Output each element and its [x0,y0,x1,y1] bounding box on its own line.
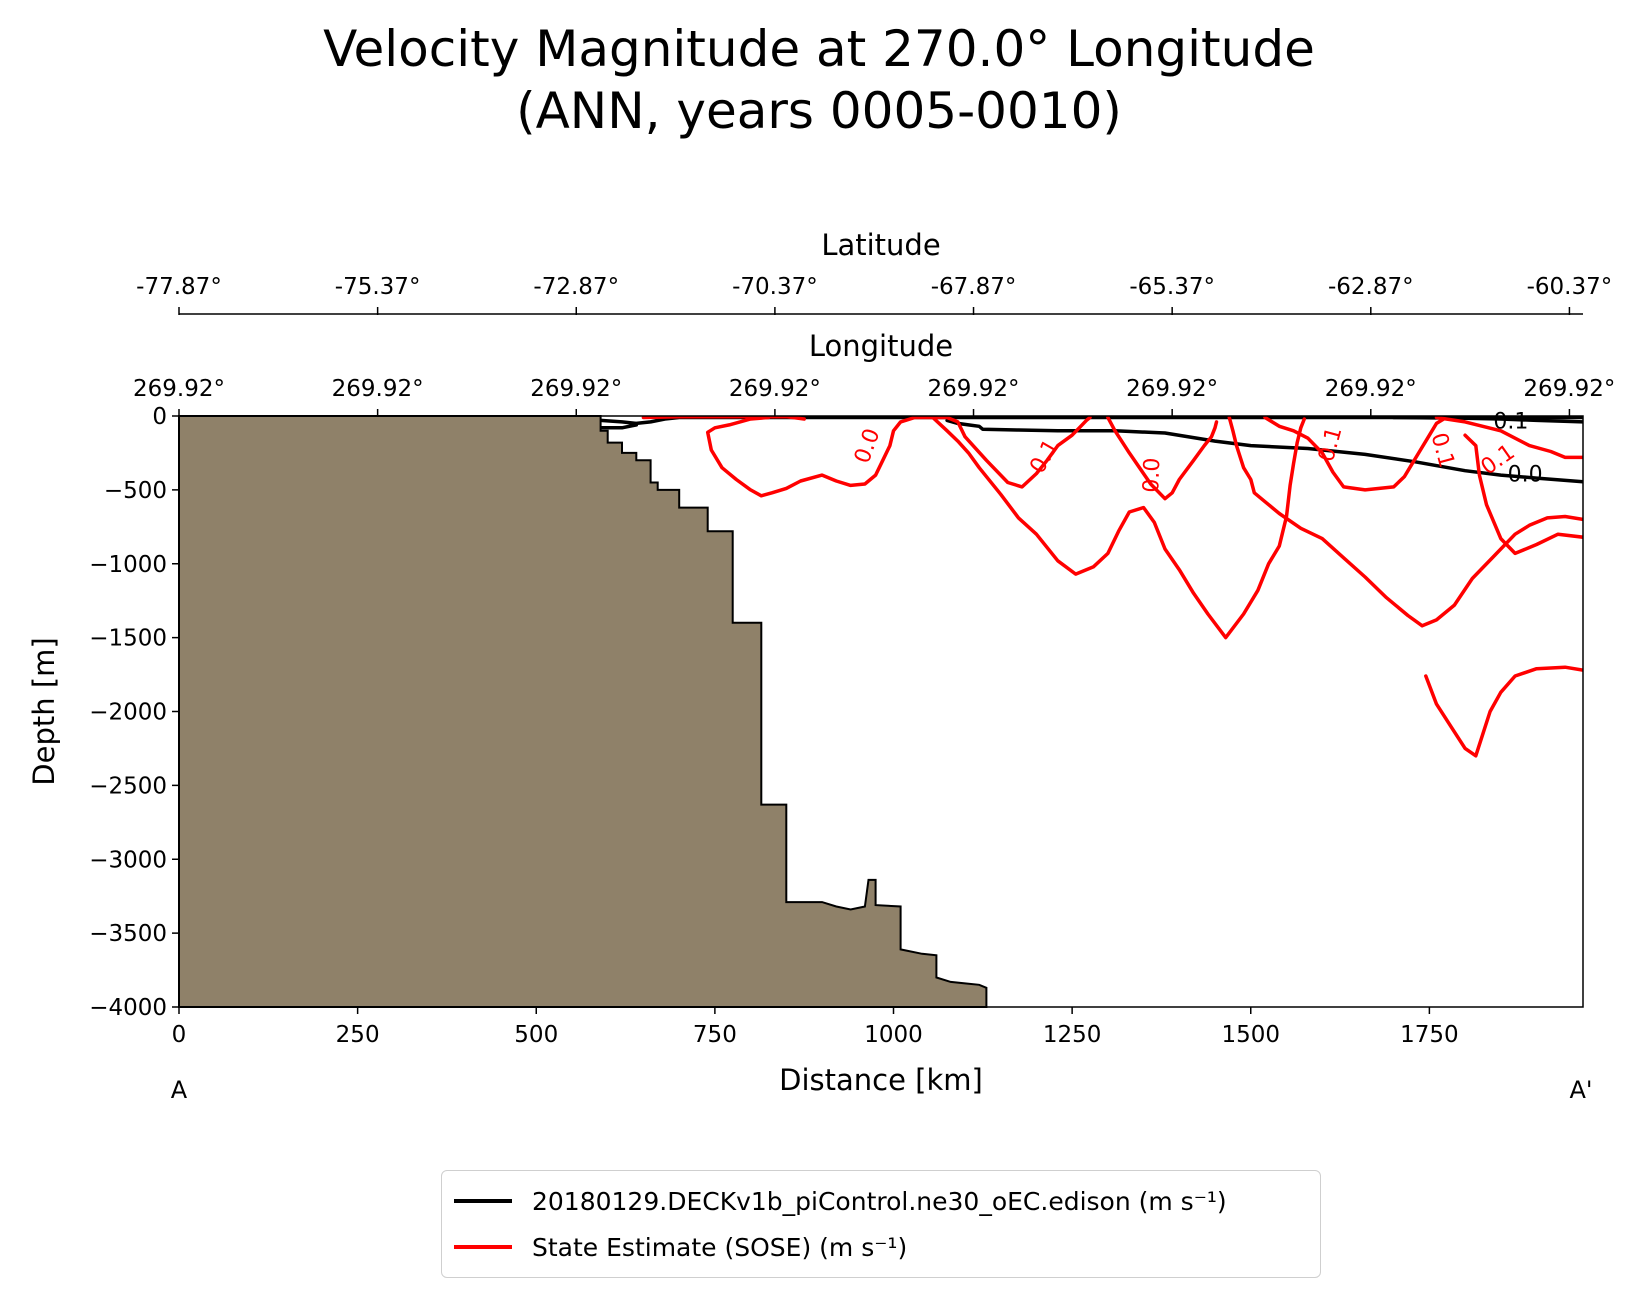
x-tick-label: 1750 [1400,1022,1459,1048]
lon-tick-label: 269.92° [1325,376,1417,402]
lat-tick-label: -65.37° [1129,274,1215,300]
lat-axis-label: Latitude [821,228,940,262]
x-tick-label: 250 [336,1022,380,1048]
series-1-contour-7 [1463,433,1583,556]
lon-tick-label: 269.92° [1523,376,1615,402]
x-tick-label: 1000 [864,1022,923,1048]
y-tick-label: −4000 [89,995,167,1021]
x-tick-label: 500 [514,1022,558,1048]
chart-title: Velocity Magnitude at 270.0° Longitude (… [0,18,1638,142]
lat-tick-label: -70.37° [732,274,818,300]
y-tick-label: −2500 [89,773,167,799]
series-0-contour-label-1: 0.1 [1493,409,1528,434]
lon-tick-label: 269.92° [332,376,424,402]
x-tick-label: 1250 [1043,1022,1102,1048]
lat-tick-label: -75.37° [335,274,421,300]
series-1-contour-5 [1263,416,1446,492]
y-tick-label: −1000 [89,552,167,578]
y-axis-label: Depth [m] [27,637,61,785]
series-1-contour-label-0: 0.0 [850,425,885,466]
series-0-contour-1 [598,423,639,430]
series-1-group [641,416,1583,758]
x-tick-label: 0 [172,1022,187,1048]
legend-swatch-model [454,1199,512,1203]
y-tick-label: −1500 [89,626,167,652]
y-tick-label: −2000 [89,700,167,726]
lat-tick-label: -67.87° [931,274,1017,300]
y-tick-label: −3500 [89,921,167,947]
legend-entry-model: 20180129.DECKv1b_piControl.ne30_oEC.edis… [454,1181,1227,1221]
legend-entry-sose: State Estimate (SOSE) (m s⁻¹) [454,1227,907,1267]
bathymetry-polygon [178,415,988,1008]
series-1-contour-2 [931,416,1307,640]
lon-axis-label: Longitude [809,329,953,363]
lon-tick-label: 269.92° [1126,376,1218,402]
legend: 20180129.DECKv1b_piControl.ne30_oEC.edis… [441,1170,1321,1278]
chart-title-line1: Velocity Magnitude at 270.0° Longitude [323,20,1315,78]
endpoint-right-label: A' [1569,1076,1592,1104]
y-tick-label: 0 [152,404,167,430]
series-1-contour-4 [1227,416,1583,628]
lat-tick-label: -72.87° [533,274,619,300]
legend-label-sose: State Estimate (SOSE) (m s⁻¹) [532,1232,908,1262]
series-0-contour-label-0: 0.0 [1508,463,1543,488]
x-tick-label: 1500 [1221,1022,1280,1048]
series-1-contour-label-2: 0.0 [1139,457,1165,493]
chart-title-line2: (ANN, years 0005-0010) [516,82,1122,140]
series-1-contour-8 [1424,665,1583,758]
series-1-contour-label-1: 0.1 [1025,435,1064,478]
series-0-contour-2 [945,418,1583,484]
lat-tick-label: -77.87° [136,274,222,300]
legend-swatch-sose [454,1245,512,1249]
series-1-contour-6 [1434,416,1583,460]
lat-tick-label: -62.87° [1328,274,1414,300]
series-1-contour-1 [705,416,1092,498]
lat-tick-label: -60.37° [1527,274,1613,300]
y-tick-label: −3000 [89,847,167,873]
lon-tick-label: 269.92° [729,376,821,402]
lon-tick-label: 269.92° [928,376,1020,402]
x-tick-label: 750 [693,1022,737,1048]
series-1-contour-3 [1106,416,1219,501]
lon-tick-label: 269.92° [133,376,225,402]
lon-tick-label: 269.92° [530,376,622,402]
x-axis-label: Distance [km] [779,1063,983,1097]
endpoint-left-label: A [171,1076,188,1104]
series-1-contour-label-3: 0.1 [1314,424,1347,464]
y-tick-label: −500 [104,478,167,504]
legend-label-model: 20180129.DECKv1b_piControl.ne30_oEC.edis… [532,1186,1227,1216]
